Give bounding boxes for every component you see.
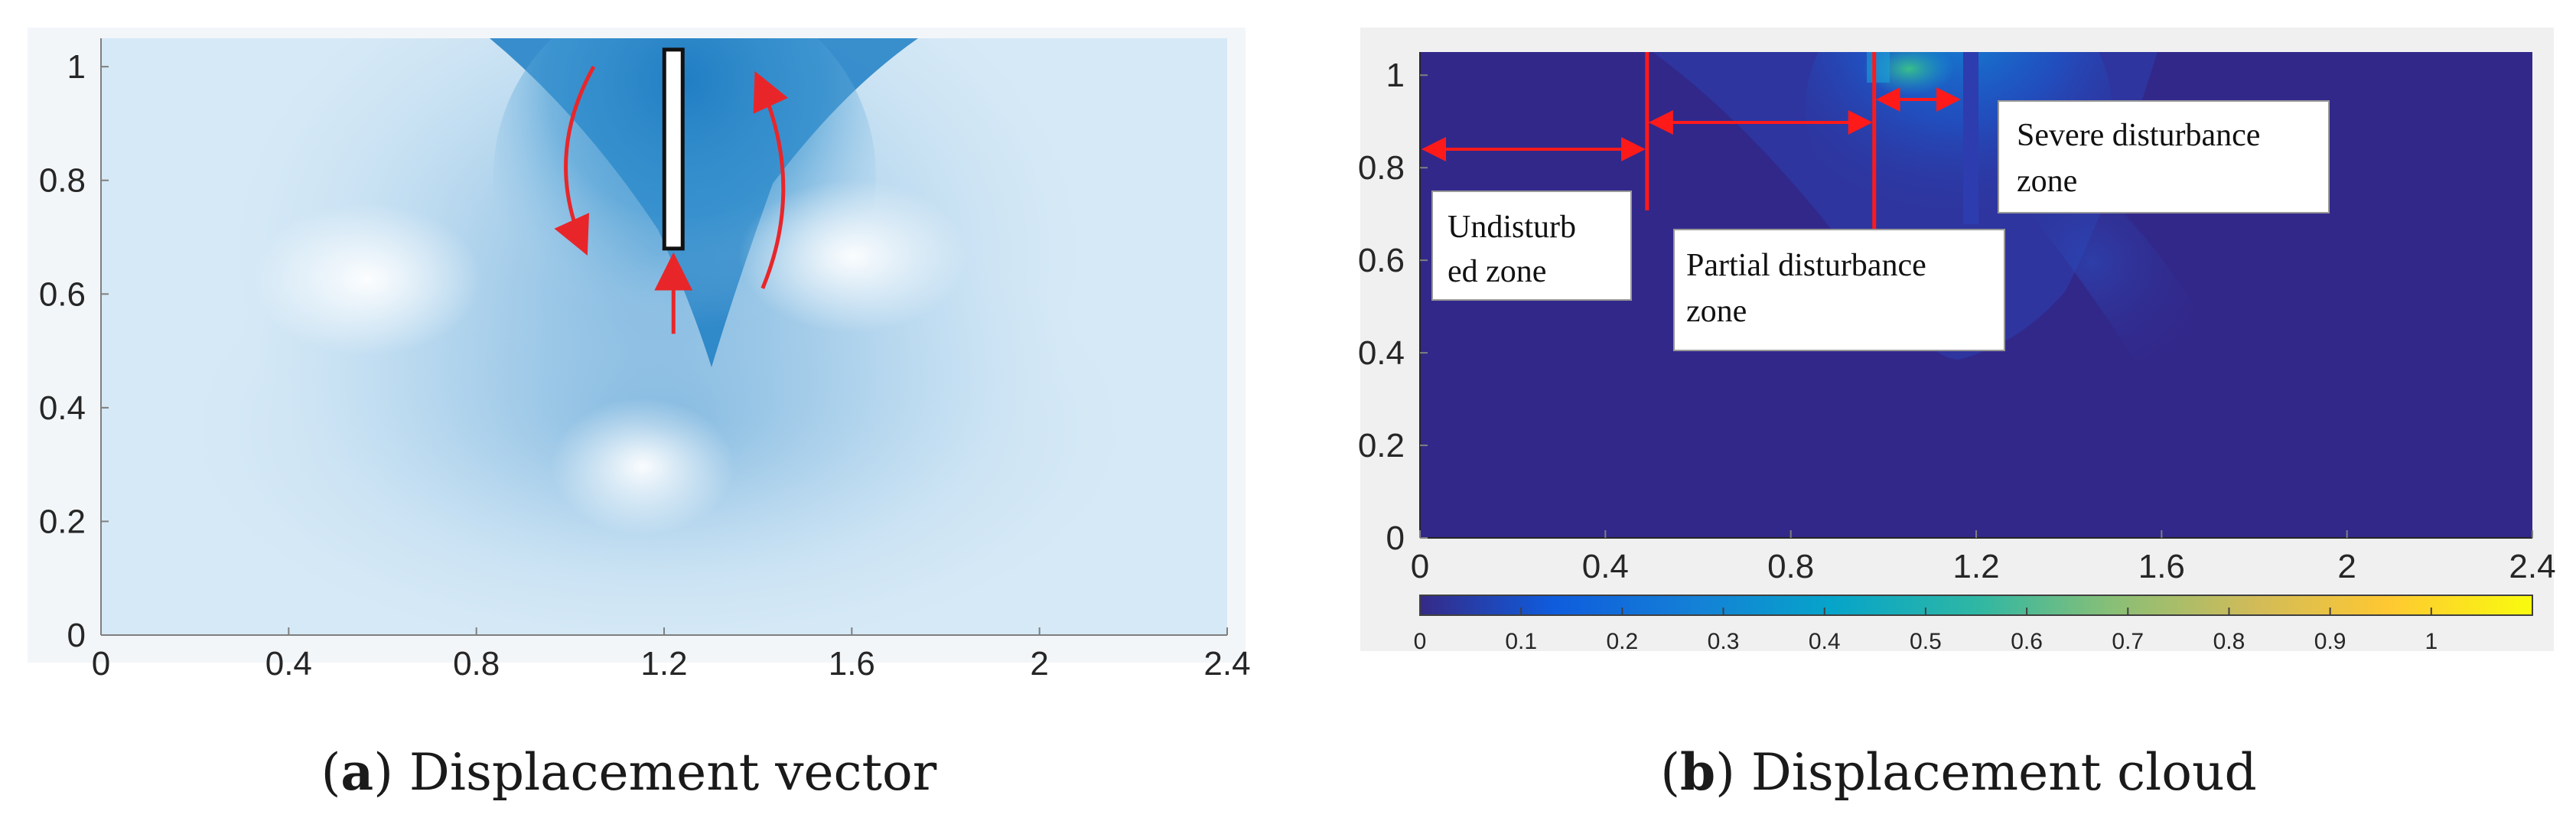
- panel-a-y-tick-label: 0.4: [39, 389, 86, 427]
- panel-a-x-tick-label: 0.8: [453, 645, 500, 683]
- zone-label-severe-line2: zone: [2017, 164, 2077, 199]
- zone-markers: [1422, 52, 1961, 233]
- panel-b-y-tick-label: 0.6: [1358, 242, 1405, 279]
- zone-label-undisturbed-line2: ed zone: [1448, 254, 1546, 289]
- panel-a-x-tick-label: 0: [92, 645, 110, 683]
- panel-a-ticks: 0 0.4 0.8 1.2 1.6 2 2.4 0 0.2 0.4 0.6 0.8 1: [39, 48, 1251, 683]
- panel-b-x-tick-label: 1.2: [1952, 548, 1999, 585]
- caption-b-text: Displacement cloud: [1751, 743, 2257, 802]
- colorbar-gradient: [1419, 595, 2533, 616]
- panel-a-y-tick-label: 0.6: [39, 275, 86, 313]
- panel-a-y-tick-label: 0.2: [39, 503, 86, 540]
- panel-b-y-tick-label: 0: [1386, 520, 1405, 557]
- panel-b-y-tick-label: 0.8: [1358, 149, 1405, 187]
- colorbar-tick-label: 0.2: [1607, 629, 1639, 654]
- panel-b-x-tick-label: 1.6: [2138, 548, 2185, 585]
- colorbar: 0 0.1 0.2 0.3 0.4 0.5 0.6 0.7 0.8 0.9 1: [1414, 595, 2533, 654]
- panel-b-x-tick-label: 0.8: [1767, 548, 1814, 585]
- panel-b-y-tick-label: 0.4: [1358, 334, 1405, 372]
- zone-label-severe-line1: Severe disturbance: [2017, 118, 2260, 153]
- panel-b-x-tick-label: 0: [1411, 548, 1429, 585]
- panel-a-x-tick-label: 2: [1030, 645, 1048, 683]
- panel-a-x-tick-label: 0.4: [265, 645, 312, 683]
- colorbar-tick-label: 0.7: [2112, 629, 2144, 654]
- colorbar-tick-label: 0.5: [1910, 629, 1942, 654]
- panel-a-y-tick-label: 1: [67, 48, 86, 86]
- colorbar-tick-label: 0.6: [2011, 629, 2043, 654]
- colorbar-tick-label: 0.8: [2213, 629, 2245, 654]
- panel-a: 0 0.4 0.8 1.2 1.6 2 2.4 0 0.2 0.4 0.6 0.8 1: [28, 28, 1251, 683]
- zone-label-partial-line2: zone: [1686, 294, 1747, 329]
- panel-a-y-tick-label: 0: [67, 617, 86, 654]
- zone-label-undisturbed-line1: Undisturb: [1448, 210, 1576, 245]
- colorbar-tick-label: 0.3: [1708, 629, 1740, 654]
- panel-b-y-tick-label: 0.2: [1358, 427, 1405, 464]
- panel-b-y-tick-label: 1: [1386, 57, 1405, 94]
- pile-rect: [662, 47, 685, 251]
- zone-label-undisturbed: Undisturb ed zone: [1431, 191, 1632, 301]
- panel-b-x-tick-label: 0.4: [1582, 548, 1629, 585]
- caption-a: (a) Displacement vector: [321, 742, 937, 802]
- panel-a-y-tick-label: 0.8: [39, 162, 86, 200]
- flow-arrow: [554, 65, 596, 256]
- panel-b-x-tick-label: 2: [2337, 548, 2356, 585]
- caption-a-label: a: [340, 742, 373, 802]
- panel-a-x-tick-label: 1.2: [640, 645, 687, 683]
- zone-label-partial-line1: Partial disturbance: [1686, 248, 1926, 283]
- colorbar-tick-label: 1: [2425, 629, 2438, 654]
- colorbar-tick-label: 0.4: [1809, 629, 1841, 654]
- panel-a-x-tick-label: 1.6: [829, 645, 875, 683]
- caption-a-text: Displacement vector: [409, 743, 937, 802]
- panel-b-ticks: 0 0.4 0.8 1.2 1.6 2 2.4 0 0.2 0.4 0.6 0.8 1: [1358, 57, 2556, 585]
- panel-a-x-tick-label: 2.4: [1203, 645, 1250, 683]
- pile: [662, 47, 685, 251]
- flow-arrows: [554, 65, 789, 334]
- colorbar-tick-label: 0.9: [2314, 629, 2346, 654]
- flow-arrow: [753, 70, 789, 289]
- caption-b: (b) Displacement cloud: [1660, 742, 2256, 802]
- caption-b-label: b: [1680, 742, 1715, 802]
- colorbar-tick-label: 0: [1414, 629, 1427, 654]
- panel-b: 0 0.4 0.8 1.2 1.6 2 2.4 0 0.2 0.4 0.6 0.8 1 Undistur…: [1358, 28, 2556, 654]
- zone-label-severe: Severe disturbance zone: [1998, 100, 2330, 213]
- colorbar-tick-label: 0.1: [1505, 629, 1537, 654]
- panel-a-field: [101, 38, 1227, 635]
- panel-b-x-tick-label: 2.4: [2509, 548, 2555, 585]
- zone-label-partial: Partial disturbance zone: [1673, 229, 2005, 351]
- colorbar-ticks: 0 0.1 0.2 0.3 0.4 0.5 0.6 0.7 0.8 0.9 1: [1414, 608, 2438, 654]
